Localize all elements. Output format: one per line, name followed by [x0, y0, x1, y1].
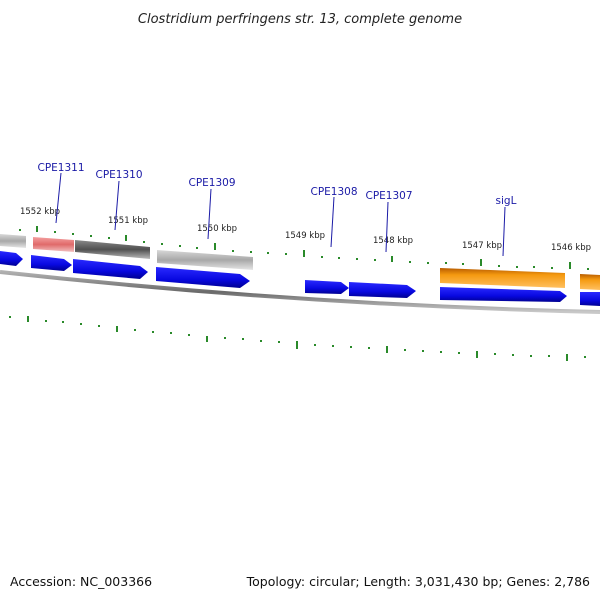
leader-line	[55, 172, 62, 224]
map-title: Clostridium perfringens str. 13, complet…	[138, 12, 462, 27]
leader-line	[385, 201, 389, 253]
leader-line	[114, 180, 120, 231]
ruler-label: 1547 kbp	[462, 241, 502, 251]
cds-arrow	[349, 282, 416, 298]
cds-arrow	[580, 292, 600, 306]
cds-track	[0, 251, 600, 306]
feature-bar-dark-grey	[75, 240, 150, 259]
accession-text: Accession: NC_003366	[10, 574, 152, 589]
gene-label-cpe1311[interactable]: CPE1311	[37, 162, 84, 174]
cds-arrow	[440, 287, 567, 302]
gene-labels: CPE1311 CPE1310 CPE1309 CPE1308 CPE1307 …	[37, 162, 516, 207]
gene-label-sigl[interactable]: sigL	[496, 195, 517, 207]
feature-bar-light-grey	[157, 250, 253, 270]
ruler-label: 1548 kbp	[373, 236, 413, 246]
cds-arrow	[305, 280, 349, 294]
feature-bar-orange	[580, 274, 600, 290]
lower-ticks	[9, 316, 586, 361]
leader-line	[502, 206, 506, 257]
ruler-label: 1549 kbp	[285, 231, 325, 241]
ruler-label: 1551 kbp	[108, 216, 148, 226]
cds-arrow	[73, 259, 148, 279]
genome-summary-text: Topology: circular; Length: 3,031,430 bp…	[246, 574, 590, 589]
genome-backbone	[0, 270, 600, 314]
feature-bar-red	[33, 237, 74, 252]
ruler-labels: 1552 kbp 1551 kbp 1550 kbp 1549 kbp 1548…	[20, 207, 591, 253]
ruler-label: 1546 kbp	[551, 243, 591, 253]
feature-bar-orange	[440, 268, 565, 288]
gene-leaders	[55, 172, 506, 257]
upper-ticks	[19, 226, 589, 270]
cds-arrow	[156, 267, 250, 288]
leader-line	[207, 188, 212, 240]
gene-label-cpe1309[interactable]: CPE1309	[188, 177, 235, 189]
ruler-label: 1550 kbp	[197, 224, 237, 234]
feature-track	[0, 234, 600, 290]
gene-label-cpe1308[interactable]: CPE1308	[310, 186, 357, 198]
feature-bar-light-grey	[0, 234, 26, 248]
gene-label-cpe1310[interactable]: CPE1310	[95, 169, 142, 181]
ruler-label: 1552 kbp	[20, 207, 60, 217]
gene-label-cpe1307[interactable]: CPE1307	[365, 190, 412, 202]
cds-arrow	[31, 255, 72, 271]
leader-line	[330, 196, 335, 248]
cds-arrow	[0, 251, 23, 266]
